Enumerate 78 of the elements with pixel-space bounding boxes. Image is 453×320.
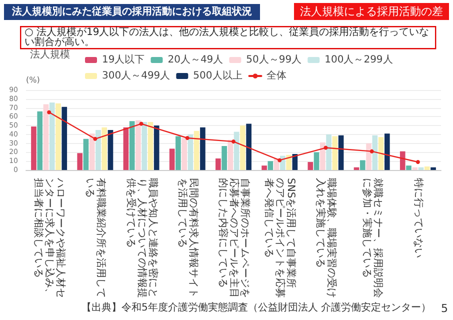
bar (102, 127, 108, 170)
x-tick-label: 就職セミナー、採用説明会に参加・実施している (360, 178, 384, 298)
x-tick-label: SNSを活用して自事業所のアピールポイントを応募者へ発信している (263, 178, 298, 298)
point (324, 146, 328, 150)
bar (268, 161, 274, 170)
bar (142, 122, 148, 170)
legend-label: 19人以下 (102, 54, 145, 66)
bar (326, 134, 332, 170)
legend-label: 50人～99人 (246, 54, 302, 66)
x-tick-label: 職場体験、職場実習の受け入れを実施している (314, 178, 338, 298)
point (416, 160, 420, 164)
bar (108, 130, 114, 170)
point (47, 110, 52, 114)
bar (240, 126, 246, 170)
bar (222, 146, 227, 170)
bar (320, 142, 326, 170)
bar (49, 102, 55, 170)
point (278, 158, 282, 162)
legend-label: 20人～49人 (168, 54, 224, 66)
bar (286, 154, 292, 170)
bar (56, 103, 61, 170)
point (370, 149, 374, 154)
bar (308, 162, 314, 170)
legend-label: 500人以上 (193, 70, 242, 82)
bar (37, 111, 43, 170)
bar (43, 104, 49, 170)
bar (148, 122, 154, 170)
bar (384, 134, 390, 170)
bar (360, 160, 366, 170)
bar (246, 124, 252, 170)
x-tick-label: 民間の有料求人情報サイトを活用している (176, 178, 200, 298)
point (185, 136, 190, 140)
legend-title: 法人規模 (30, 48, 70, 60)
y-axis-title: (%) (26, 76, 40, 84)
point (139, 122, 144, 126)
legend-label: 全体 (266, 70, 286, 82)
text: 【出典】令和5年度介護労働実態調査（公益財団法人 介護労働安定センター） (81, 302, 432, 314)
bar (77, 153, 83, 170)
bar (89, 134, 95, 170)
bar (412, 167, 418, 170)
bar (400, 151, 406, 170)
bar (372, 135, 378, 170)
x-tick-label: 特に行っていない (412, 178, 424, 258)
bar (83, 138, 89, 170)
bar (366, 143, 372, 170)
text: 5 (441, 302, 448, 315)
bar (430, 167, 436, 170)
x-tick-label: ハローワークや福祉人材センターに求人を申し込み、担当者に相談している (32, 177, 67, 298)
legend-label: 100人～299人 (324, 54, 393, 66)
bar (314, 152, 320, 170)
bar (169, 148, 175, 170)
bar (176, 136, 181, 170)
chart-subtitle: 法人規模による採用活動の差 (300, 5, 443, 18)
bar (216, 158, 221, 170)
bar (406, 166, 412, 170)
bar (62, 106, 68, 170)
text: ○ 法人規模が19人以下の法人は、他の法人規模と比較し、従業員の採用活動を行っていない割合が高い。 (24, 26, 430, 48)
point (232, 140, 236, 144)
bar (154, 126, 160, 170)
point (93, 136, 98, 141)
bar (424, 166, 430, 170)
bar (123, 127, 129, 170)
bar (338, 135, 344, 170)
bar (136, 120, 141, 170)
x-tick-label: 職員や知人と連絡を密にとり、人材についての情報提供を受けている (124, 178, 159, 298)
bar (332, 136, 338, 170)
legend-label: 300人～499人 (102, 70, 170, 82)
bar (182, 138, 187, 170)
bar (194, 130, 200, 170)
bar (129, 121, 135, 170)
x-tick-label: 有料職業紹介所を活用している (84, 178, 108, 298)
bar (96, 130, 101, 170)
chart-title: 法人規模別にみた従業員の採用活動における取組状況 (11, 6, 252, 18)
bar (200, 127, 206, 170)
x-tick-label: 自事業所のホームページを応募者へのアピールを主目的にした内容にしている (217, 178, 251, 298)
bar (262, 166, 267, 170)
bar (31, 126, 36, 170)
bar (378, 137, 384, 170)
